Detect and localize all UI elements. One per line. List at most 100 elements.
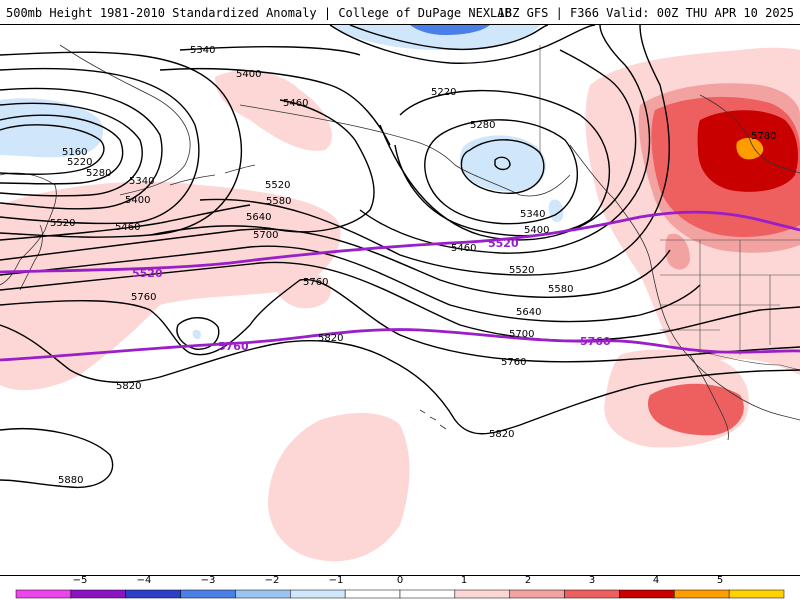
- contour-labels: 5340 5400 5460 5220 5280 5160 5220 5280 …: [50, 45, 776, 486]
- thick-5760: [0, 328, 800, 362]
- contour-5340-north: [179, 46, 361, 56]
- reference-label: 5760: [218, 340, 249, 353]
- contour-label: 5780: [751, 131, 776, 142]
- legend-tick: 0: [396, 575, 404, 586]
- contour-label: 5460: [283, 98, 308, 109]
- legend-swatch: [344, 589, 401, 599]
- contour-5760: [0, 278, 800, 363]
- contour-label: 5640: [516, 307, 541, 318]
- contour-5580: [0, 228, 671, 298]
- legend-swatch: [125, 589, 181, 599]
- border-states: [660, 240, 800, 355]
- anomaly-negative-north: [330, 25, 540, 50]
- contour-label: 5700: [509, 329, 534, 340]
- legend-swatch: [728, 589, 785, 599]
- anomaly-level5-east: [736, 137, 764, 160]
- contour-label: 5820: [489, 429, 514, 440]
- islands-hawaii: [419, 409, 447, 430]
- contour-label: 5340: [190, 45, 215, 56]
- coastline-baja: [689, 354, 729, 441]
- legend-tick: 5: [716, 575, 724, 586]
- contour-label: 5880: [58, 475, 83, 486]
- contour-label: 5220: [431, 87, 456, 98]
- contour-5280-gulf: [424, 119, 579, 225]
- contour-5460-east: [359, 25, 651, 254]
- contour-5400-east: [379, 49, 637, 241]
- contour-label: 5820: [318, 333, 343, 344]
- coastline-asia: [0, 172, 57, 286]
- contour-label: 5160: [62, 147, 87, 158]
- contour-5460-north: [149, 99, 375, 236]
- geography: [0, 44, 800, 441]
- contour-label: 5760: [501, 357, 526, 368]
- legend-swatch: [674, 589, 730, 599]
- legend-tick: 3: [588, 575, 596, 586]
- anomaly-negative-north-2: [410, 25, 490, 35]
- contour-5460-west: [0, 51, 243, 238]
- contour-label: 5640: [246, 212, 271, 223]
- map-panel: 5340 5400 5460 5220 5280 5160 5220 5280 …: [0, 24, 800, 576]
- legend-tick: −3: [200, 575, 216, 586]
- anomaly-level3-south: [647, 383, 744, 436]
- legend-colorbar: [15, 589, 785, 599]
- legend-swatch: [619, 589, 675, 599]
- contour-label: 5520: [509, 265, 534, 276]
- contour-label: 5700: [253, 230, 278, 241]
- contour-label: 5820: [116, 381, 141, 392]
- contour-label: 5340: [129, 176, 154, 187]
- contour-label: 5520: [50, 218, 75, 229]
- height-contours: [0, 25, 800, 489]
- contour-label: 5280: [470, 120, 495, 131]
- run-info: 18Z GFS | F366 Valid: 00Z THU APR 10 202…: [497, 6, 794, 20]
- contour-5640: [0, 245, 701, 323]
- legend-swatch: [509, 589, 565, 599]
- contour-label: 5460: [115, 222, 140, 233]
- legend-tick: −2: [264, 575, 280, 586]
- reference-contours: [0, 210, 800, 362]
- coastline-kamchatka: [59, 44, 191, 196]
- contour-5280-west: [0, 102, 143, 197]
- anomaly-negative-northwest: [0, 98, 104, 158]
- contour-label: 5220: [67, 157, 92, 168]
- legend-tick: −1: [328, 575, 344, 586]
- contour-5400-west: [0, 67, 200, 225]
- contour-5880: [0, 428, 114, 489]
- contour-5160: [0, 124, 105, 175]
- legend-tick-labels: −5 −4 −3 −2 −1 0 1 2 3 4 5: [0, 574, 800, 588]
- thick-5520: [0, 210, 800, 274]
- legend-swatch: [399, 589, 456, 599]
- contour-label: 5340: [520, 209, 545, 220]
- legend-swatch: [180, 589, 236, 599]
- map-header: 500mb Height 1981-2010 Standardized Anom…: [0, 0, 800, 24]
- contour-label: 5580: [548, 284, 573, 295]
- contour-label: 5580: [266, 196, 291, 207]
- legend-tick: 4: [652, 575, 660, 586]
- legend-swatch: [454, 589, 510, 599]
- contour-label: 5400: [236, 69, 261, 80]
- contour-5340-east: [394, 89, 611, 237]
- contour-5160-north: [349, 25, 549, 51]
- legend-tick: −5: [72, 575, 88, 586]
- coastline-alaska: [239, 104, 571, 197]
- legend-swatch: [235, 589, 291, 599]
- legend-tick: 1: [460, 575, 468, 586]
- contour-label: 5400: [524, 225, 549, 236]
- anomaly-negative-gulf: [459, 135, 546, 192]
- contour-5220-west: [0, 114, 124, 185]
- reference-label: 5760: [580, 335, 611, 348]
- contour-5220-north: [329, 25, 596, 64]
- contour-5520-east: [199, 25, 670, 276]
- anomaly-map: 5340 5400 5460 5220 5280 5160 5220 5280 …: [0, 25, 800, 562]
- contour-label: 5760: [303, 277, 328, 288]
- map-title: 500mb Height 1981-2010 Standardized Anom…: [6, 6, 512, 20]
- contour-5820: [0, 324, 800, 435]
- contour-label: 5400: [125, 195, 150, 206]
- contour-label: 5520: [265, 180, 290, 191]
- anomaly-positive-central: [274, 270, 331, 309]
- legend-swatch: [15, 589, 72, 599]
- contour-label: 5460: [451, 243, 476, 254]
- contour-label: 5760: [131, 292, 156, 303]
- anomaly-positive-coast: [665, 233, 690, 270]
- contour-5700: [0, 261, 800, 342]
- reference-label: 5520: [488, 237, 519, 250]
